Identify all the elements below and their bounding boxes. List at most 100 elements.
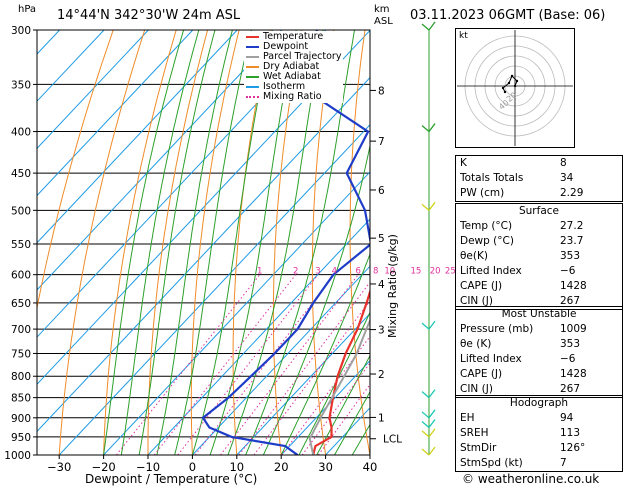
temperature-tick-label: −30 bbox=[47, 460, 71, 474]
unstable-index-name: CAPE (J) bbox=[460, 368, 503, 380]
hodo-index-row: SREH 113 bbox=[456, 426, 622, 441]
wet-adiabat-line bbox=[174, 30, 252, 455]
location-title: 14°44'N 342°30'W 24m ASL bbox=[57, 8, 241, 23]
unstable-index-row: CAPE (J) 1428 bbox=[456, 367, 622, 382]
legend-item: Isotherm bbox=[246, 82, 341, 92]
dry-adiabat-line bbox=[103, 30, 177, 455]
mixing-ratio-label: 20 bbox=[430, 267, 441, 277]
mixing-ratio-label: 8 bbox=[373, 267, 378, 277]
hodo-index-name: SREH bbox=[460, 427, 489, 439]
mixing-ratio-line bbox=[220, 274, 359, 455]
mixing-ratio-line bbox=[317, 383, 370, 455]
wet-adiabat-line bbox=[156, 30, 233, 455]
legend-swatch bbox=[246, 96, 259, 98]
pressure-tick-label: 450 bbox=[11, 168, 31, 180]
hodograph-point bbox=[501, 86, 505, 90]
hodo-index-row: StmSpd (kt) 7 bbox=[456, 456, 622, 471]
legend-item: Temperature bbox=[246, 32, 341, 42]
temperature-tick-label: 0 bbox=[189, 460, 196, 474]
wind-barb bbox=[421, 389, 436, 399]
km-tick-label: 1 bbox=[378, 412, 385, 424]
legend-swatch bbox=[246, 36, 259, 38]
dry-adiabat-line bbox=[37, 30, 114, 311]
mixing-ratio-label: 15 bbox=[411, 267, 422, 277]
mixing-ratio-label: 3 bbox=[315, 267, 320, 277]
surface-index-value: 353 bbox=[560, 250, 581, 262]
pressure-tick-label: 600 bbox=[11, 270, 31, 282]
surface-index-name: Dewp (°C) bbox=[460, 235, 514, 247]
surface-index-name: Lifted Index bbox=[460, 265, 522, 277]
surface-index-name: CIN (J) bbox=[460, 295, 493, 307]
isotherm-line bbox=[280, 359, 370, 455]
temperature-tick-label: 40 bbox=[363, 460, 378, 474]
pressure-tick-label: 1000 bbox=[4, 450, 31, 462]
legend-item: Wet Adiabat bbox=[246, 72, 341, 82]
unstable-index-row: Pressure (mb) 1009 bbox=[456, 322, 622, 337]
wind-barb bbox=[421, 419, 436, 428]
general-index-value: 2.29 bbox=[560, 187, 584, 199]
dry-adiabat-line bbox=[349, 30, 370, 455]
hodograph-indices-panel: Hodograph EH 94 SREH 113 StmDir 126° StmSpd (k… bbox=[455, 395, 623, 472]
surface-index-name: θe(K) bbox=[460, 250, 488, 262]
hodograph-unit-label: kt bbox=[459, 31, 468, 41]
unstable-index-name: Lifted Index bbox=[460, 353, 522, 365]
x-axis-title: Dewpoint / Temperature (°C) bbox=[85, 472, 258, 486]
unstable-index-name: CIN (J) bbox=[460, 383, 493, 395]
km-label: km bbox=[374, 4, 390, 15]
pressure-tick-label: 500 bbox=[11, 205, 31, 217]
pressure-tick-label: 300 bbox=[11, 25, 31, 37]
wet-adiabat-line bbox=[280, 252, 370, 455]
wet-adiabat-line bbox=[138, 30, 216, 455]
unstable-index-name: θe (K) bbox=[460, 338, 492, 350]
pressure-tick-label: 800 bbox=[11, 371, 31, 383]
legend-swatch bbox=[246, 46, 259, 48]
mixing-ratio-label: 6 bbox=[355, 267, 360, 277]
wind-barb bbox=[421, 409, 436, 419]
mixing-ratio-label: 25 bbox=[445, 267, 456, 277]
wet-adiabat-line bbox=[103, 30, 185, 455]
mixing-ratio-axis-title: Mixing Ratio (g/kg) bbox=[386, 234, 399, 338]
surface-index-value: 1428 bbox=[560, 280, 587, 292]
pressure-tick-label: 700 bbox=[11, 324, 31, 336]
legend-label: Mixing Ratio bbox=[263, 91, 322, 102]
dry-adiabat-line bbox=[422, 30, 459, 455]
temperature-tick-label: 20 bbox=[274, 460, 289, 474]
hodograph-point bbox=[515, 79, 519, 83]
unstable-index-value: −6 bbox=[560, 353, 576, 365]
surface-index-value: 23.7 bbox=[560, 235, 584, 247]
dry-adiabat-line bbox=[190, 30, 240, 455]
km-tick-label: 7 bbox=[378, 136, 385, 148]
unstable-index-row: Lifted Index −6 bbox=[456, 352, 622, 367]
general-index-value: 34 bbox=[560, 172, 574, 184]
hodo-index-value: 7 bbox=[560, 457, 567, 469]
plot-frame bbox=[36, 29, 371, 456]
unstable-index-row: CIN (J) 267 bbox=[456, 382, 622, 397]
surface-index-name: Temp (°C) bbox=[460, 220, 513, 232]
unstable-index-value: 267 bbox=[560, 383, 581, 395]
km-tick-label: 4 bbox=[378, 279, 385, 291]
most-unstable-panel: Most Unstable Pressure (mb) 1009 θe (K) 353… bbox=[455, 306, 623, 398]
temperature-profile bbox=[312, 288, 370, 455]
general-index-name: K bbox=[460, 157, 467, 169]
pressure-tick-label: 550 bbox=[11, 239, 31, 251]
datetime-title: 03.11.2023 06GMT (Base: 06) bbox=[410, 8, 606, 23]
wind-barb bbox=[421, 446, 436, 456]
general-index-row: Totals Totals 34 bbox=[456, 171, 622, 186]
hodo-index-row: EH 94 bbox=[456, 411, 622, 426]
mixing-ratio-label: 4 bbox=[332, 267, 337, 277]
mixing-ratio-line bbox=[281, 335, 370, 455]
temperature-tick-label: 30 bbox=[318, 460, 333, 474]
mixing-ratio-label: 1 bbox=[257, 267, 262, 277]
credit-text: © weatheronline.co.uk bbox=[462, 472, 600, 486]
wind-barb bbox=[421, 201, 436, 211]
legend-swatch bbox=[246, 76, 259, 78]
km-tick-label: 8 bbox=[378, 85, 385, 97]
surface-index-value: 267 bbox=[560, 295, 581, 307]
temperature-tick-label: 10 bbox=[229, 460, 244, 474]
lcl-label: LCL bbox=[383, 434, 402, 446]
wet-adiabat-line bbox=[262, 143, 370, 455]
isotherm-line bbox=[37, 30, 149, 150]
